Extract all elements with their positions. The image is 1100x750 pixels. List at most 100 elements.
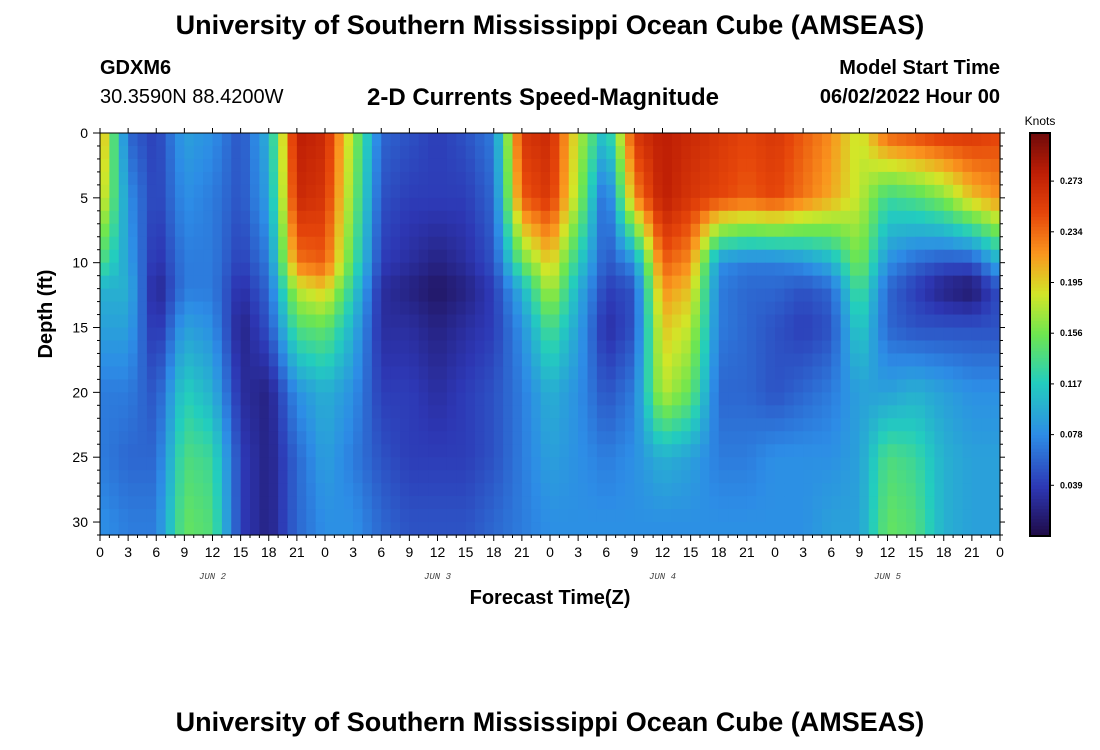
x-tick-label: 0 — [321, 544, 329, 560]
heatmap-cell — [100, 366, 110, 380]
heatmap-cell — [146, 314, 157, 329]
heatmap-cell — [184, 158, 195, 173]
heatmap-cell — [165, 366, 176, 380]
heatmap-cell — [362, 301, 373, 316]
heatmap-cell — [278, 522, 289, 536]
x-tick-label: 21 — [964, 544, 980, 560]
heatmap-cell — [456, 496, 467, 510]
heatmap-cell — [775, 392, 785, 406]
heatmap-cell — [821, 353, 832, 368]
heatmap-cell — [906, 133, 917, 147]
heatmap-cell — [100, 133, 110, 147]
heatmap-cell — [118, 340, 129, 355]
station-id: GDXM6 — [100, 57, 172, 79]
heatmap-cell — [971, 171, 982, 186]
heatmap-cell — [643, 405, 654, 419]
heatmap-cell — [653, 444, 664, 458]
heatmap-cell — [475, 236, 485, 251]
heatmap-cell — [418, 509, 429, 523]
x-tick-label: 21 — [289, 544, 305, 560]
heatmap-cell — [540, 301, 551, 316]
heatmap-cell — [165, 405, 176, 419]
heatmap-cell — [878, 509, 889, 523]
heatmap-cell — [934, 366, 945, 380]
heatmap-cell — [934, 288, 945, 303]
heatmap-cell — [325, 275, 335, 290]
heatmap-cell — [915, 522, 926, 536]
heatmap-cell — [400, 496, 410, 510]
heatmap-cell — [400, 145, 410, 160]
x-tick-label: 9 — [405, 544, 413, 560]
heatmap-cell — [306, 418, 317, 432]
heatmap-cell — [868, 366, 879, 380]
heatmap-cell — [990, 496, 1001, 510]
heatmap-cell — [428, 314, 439, 329]
heatmap-cell — [587, 197, 598, 212]
heatmap-cell — [512, 262, 523, 277]
heatmap-cell — [793, 496, 804, 510]
heatmap-cell — [737, 522, 748, 536]
heatmap-cell — [662, 457, 673, 471]
heatmap-cell — [146, 496, 157, 510]
heatmap-cell — [175, 236, 185, 251]
heatmap-cell — [203, 262, 214, 277]
heatmap-cell — [915, 496, 926, 510]
heatmap-cell — [878, 184, 889, 199]
heatmap-cell — [559, 171, 570, 186]
heatmap-cell — [990, 314, 1001, 329]
heatmap-cell — [109, 353, 120, 368]
colorbar-segment — [1030, 431, 1050, 436]
heatmap-cell — [475, 145, 485, 160]
heatmap-cell — [221, 197, 232, 212]
heatmap-cell — [334, 496, 345, 510]
heatmap-cell — [353, 301, 364, 316]
heatmap-cell — [109, 275, 120, 290]
heatmap-cell — [465, 509, 476, 523]
heatmap-cell — [756, 483, 767, 497]
heatmap-cell — [165, 197, 176, 212]
heatmap-cell — [465, 353, 476, 368]
colorbar-segment — [1030, 180, 1050, 184]
heatmap-cell — [353, 496, 364, 510]
heatmap-cell — [775, 236, 785, 251]
heatmap-cell — [278, 223, 289, 238]
heatmap-cell — [503, 353, 514, 368]
heatmap-cell — [906, 288, 917, 303]
heatmap-cell — [221, 184, 232, 199]
heatmap-cell — [821, 366, 832, 380]
heatmap-cell — [587, 275, 598, 290]
heatmap-cell — [915, 353, 926, 368]
heatmap-cell — [240, 133, 251, 147]
heatmap-cell — [568, 353, 579, 368]
heatmap-cell — [850, 236, 860, 251]
heatmap-cell — [737, 145, 748, 160]
heatmap-cell — [934, 405, 945, 419]
heatmap-cell — [287, 405, 298, 419]
heatmap-cell — [418, 366, 429, 380]
colorbar-segment — [1030, 173, 1050, 178]
heatmap-cell — [296, 249, 307, 264]
heatmap-cell — [850, 171, 860, 186]
heatmap-cell — [962, 496, 973, 510]
heatmap-cell — [671, 366, 682, 380]
heatmap-cell — [165, 184, 176, 199]
heatmap-cell — [100, 145, 110, 160]
heatmap-cell — [296, 457, 307, 471]
heatmap-cell — [240, 327, 251, 342]
heatmap-cell — [240, 262, 251, 277]
heatmap-cell — [428, 431, 439, 445]
heatmap-cell — [784, 509, 795, 523]
heatmap-cell — [681, 496, 692, 510]
heatmap-cell — [653, 249, 664, 264]
heatmap-cell — [109, 509, 120, 523]
heatmap-cell — [531, 249, 542, 264]
heatmap-cell — [662, 327, 673, 342]
heatmap-cell — [165, 522, 176, 536]
heatmap-cell — [962, 418, 973, 432]
heatmap-cell — [428, 236, 439, 251]
heatmap-cell — [437, 496, 448, 510]
heatmap-cell — [821, 301, 832, 316]
heatmap-cell — [596, 184, 607, 199]
heatmap-cell — [146, 431, 157, 445]
heatmap-cell — [868, 171, 879, 186]
